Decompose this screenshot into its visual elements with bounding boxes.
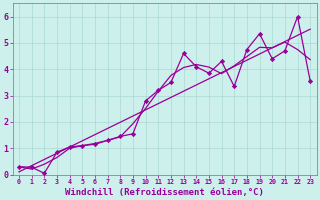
X-axis label: Windchill (Refroidissement éolien,°C): Windchill (Refroidissement éolien,°C): [65, 188, 264, 197]
